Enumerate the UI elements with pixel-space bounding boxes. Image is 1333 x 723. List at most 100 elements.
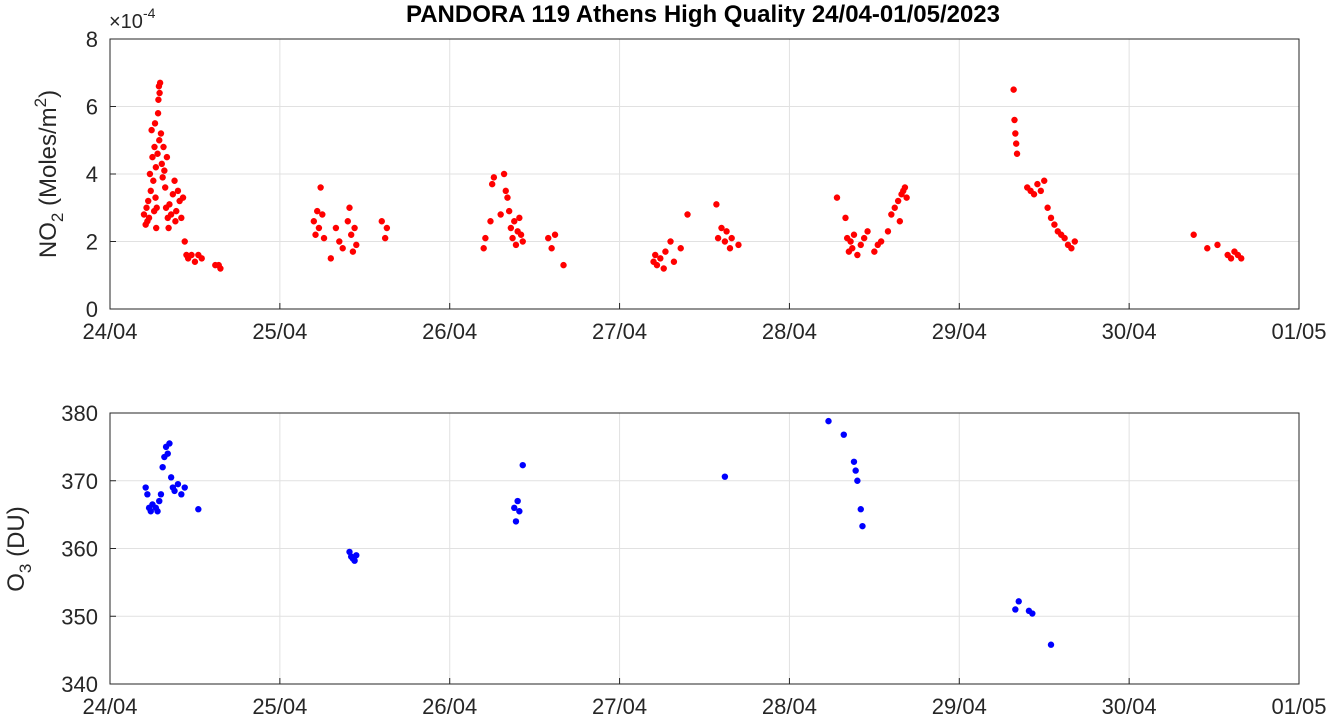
no2-data-point	[713, 201, 720, 208]
no2-data-point	[1214, 241, 1221, 249]
no2-data-point	[480, 245, 487, 252]
no2-y-tick-labels: 0 2 4 6 8	[86, 27, 98, 322]
no2-data-point	[662, 248, 669, 255]
no2-data-point	[1047, 214, 1055, 222]
no2-data-point	[383, 224, 391, 232]
no2-data-point	[833, 194, 841, 201]
no2-data-point	[1068, 245, 1075, 252]
no2-panel: 24/04 25/04 26/04 27/04 28/04 29/04 30/04 01/05…	[31, 5, 1327, 344]
no2-data-point	[560, 261, 567, 269]
no2-data-point	[353, 241, 360, 249]
no2-data-point	[517, 231, 525, 238]
no2-data-point	[317, 184, 324, 191]
no2-data-point	[1227, 255, 1235, 262]
no2-data-point	[728, 234, 735, 242]
no2-data-point	[160, 143, 167, 151]
no2-data-point	[849, 245, 856, 252]
x-tick-label: 25/04	[252, 319, 307, 344]
x-tick-label: 01/05	[1271, 694, 1326, 719]
no2-data-point	[161, 167, 168, 174]
no2-axes-frame	[109, 38, 1300, 310]
no2-data-point	[165, 224, 172, 232]
no2-data-point	[502, 187, 509, 195]
no2-ylabel-unit: (Moles/m	[35, 107, 62, 212]
no2-data-point	[545, 234, 552, 242]
no2-data-point	[901, 184, 909, 191]
exponent-times-ten: ×10	[109, 11, 143, 33]
no2-data-point	[516, 214, 523, 222]
no2-data-point	[1041, 177, 1048, 184]
no2-data-point	[714, 234, 722, 242]
no2-data-point	[548, 245, 555, 252]
no2-data-point	[378, 218, 385, 225]
y-tick-label: 0	[86, 297, 98, 322]
no2-data-point	[896, 218, 904, 225]
no2-data-point	[155, 96, 162, 103]
o3-data-point	[516, 508, 523, 515]
no2-data-point	[151, 120, 159, 127]
o3-data-point	[859, 522, 866, 530]
o3-data-point	[1015, 598, 1022, 605]
no2-data-point	[519, 238, 526, 245]
o3-data-point	[142, 484, 149, 491]
no2-data-point	[1030, 191, 1038, 198]
o3-data-point	[511, 504, 518, 512]
x-tick-label: 27/04	[592, 319, 647, 344]
no2-data-point	[842, 214, 849, 222]
no2-ylabel-end: )	[35, 90, 62, 98]
no2-data-point	[157, 130, 165, 137]
no2-data-point	[152, 164, 160, 171]
y-tick-label: 370	[61, 469, 98, 494]
no2-data-point	[1034, 180, 1041, 188]
o3-data-point	[353, 552, 360, 559]
no2-data-point	[320, 234, 328, 242]
no2-data-point	[864, 228, 871, 235]
no2-data-point	[151, 143, 158, 151]
x-tick-label: 29/04	[932, 319, 987, 344]
no2-data-point	[146, 170, 154, 178]
no2-data-point	[1204, 245, 1211, 252]
no2-data-point	[497, 211, 504, 218]
no2-data-point	[314, 207, 321, 215]
x-tick-label: 27/04	[592, 694, 647, 719]
y-tick-label: 360	[61, 537, 98, 562]
no2-data-point	[169, 191, 177, 198]
no2-data-point	[1190, 231, 1197, 238]
no2-data-point	[1013, 150, 1021, 157]
o3-data-point	[195, 506, 202, 513]
no2-data-point	[153, 204, 160, 211]
no2-data-point	[857, 241, 864, 249]
o3-data-point	[825, 417, 832, 425]
x-tick-label: 28/04	[762, 319, 817, 344]
no2-data-point	[1044, 204, 1051, 211]
o3-data-point	[854, 477, 861, 484]
y-tick-label: 8	[86, 27, 98, 52]
o3-y-tick-labels: 340 350 360 370 380	[61, 401, 98, 697]
o3-data-point	[181, 484, 188, 491]
no2-data-point	[349, 248, 357, 255]
no2-data-point	[336, 238, 343, 245]
no2-data-point	[1012, 130, 1019, 137]
no2-data-point	[652, 251, 659, 259]
no2-data-point	[153, 224, 160, 232]
x-tick-label: 24/04	[82, 694, 137, 719]
no2-data-point	[152, 194, 159, 201]
no2-data-point	[172, 218, 179, 225]
no2-data-point	[894, 197, 902, 205]
no2-data-point	[877, 238, 885, 245]
o3-data-point	[857, 506, 864, 513]
o3-data-point	[164, 450, 171, 457]
x-tick-label: 01/05	[1271, 319, 1326, 344]
o3-panel: 24/04 25/04 26/04 27/04 28/04 29/04 30/04 01/05…	[3, 401, 1327, 719]
no2-data-point	[677, 245, 684, 252]
no2-data-point	[154, 150, 161, 157]
x-tick-label: 30/04	[1102, 694, 1157, 719]
x-tick-label: 29/04	[932, 694, 987, 719]
x-tick-label: 26/04	[422, 319, 477, 344]
no2-data-point	[163, 153, 171, 161]
no2-data-point	[171, 177, 178, 184]
no2-data-point	[166, 201, 173, 208]
o3-data-point	[1012, 606, 1019, 613]
x-tick-label: 24/04	[82, 319, 137, 344]
